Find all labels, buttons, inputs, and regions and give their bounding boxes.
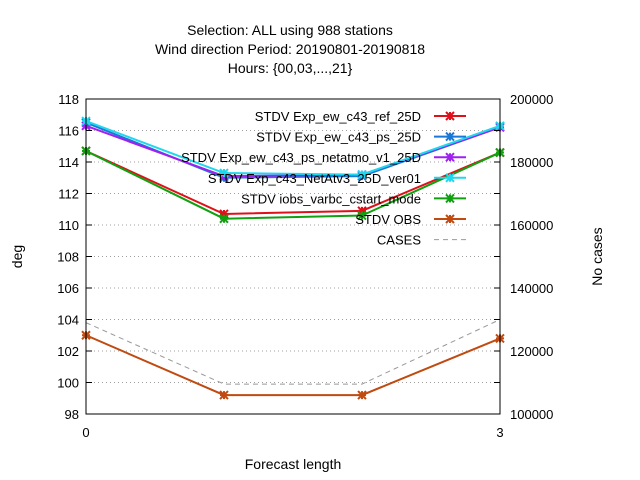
legend-item: STDV OBS [355, 212, 466, 227]
legend-marker [445, 173, 455, 183]
y2-axis-label: No cases [589, 227, 605, 285]
legend-label: STDV OBS [355, 212, 421, 227]
legend-label: STDV Exp_c43_NetAtv3_25D_ver01 [208, 171, 421, 186]
data-point [219, 209, 229, 219]
title-line-3: Hours: {00,03,...,21} [228, 60, 353, 76]
data-point [357, 210, 367, 221]
y-tick-label: 100 [57, 376, 79, 391]
legend-item: CASES [377, 233, 466, 248]
y-tick-label: 116 [58, 124, 79, 139]
y-tick-label: 102 [57, 344, 79, 359]
data-point [357, 206, 367, 216]
legend-label: STDV iobs_varbc_cstart_mode [241, 191, 421, 206]
y2-tick-label: 140000 [510, 281, 553, 296]
data-point [357, 169, 367, 180]
legend-label: STDV Exp_ew_c43_ps_25D [256, 130, 421, 145]
series-6 [81, 330, 505, 400]
series-line [85, 120, 501, 176]
y-axis-ticks: 98 100 102 104 106 108 110 112 114 116 118 [57, 92, 500, 422]
y-tick-label: 118 [58, 92, 79, 107]
y2-tick-label: 100000 [510, 407, 553, 422]
y2-axis-ticks: 100000 120000 140000 160000 180000 200000 [494, 92, 553, 422]
data-point [219, 390, 229, 400]
y-tick-label: 110 [58, 218, 79, 233]
legend-item: STDV Exp_ew_c43_ps_25D [256, 130, 466, 145]
legend-item: STDV Exp_ew_c43_ref_25D [255, 109, 466, 124]
legend-item: STDV Exp_c43_NetAtv3_25D_ver01 [208, 171, 466, 186]
data-point [219, 168, 229, 178]
series-line [85, 319, 501, 385]
data-point [219, 213, 229, 224]
legend: STDV Exp_ew_c43_ref_25D STDV Exp_ew_c43_p… [181, 109, 466, 248]
legend-marker [445, 152, 455, 162]
y2-tick-label: 160000 [510, 218, 553, 233]
y-axis-label: deg [9, 245, 25, 268]
legend-marker [445, 111, 455, 121]
y-tick-label: 106 [57, 281, 79, 296]
legend-marker [445, 214, 455, 224]
series-line [85, 150, 501, 215]
title-line-2: Wind direction Period: 20190801-20190818 [155, 41, 425, 57]
y2-tick-label: 120000 [510, 344, 553, 359]
chart-title: Selection: ALL using 988 stations Wind di… [155, 22, 425, 76]
legend-item: STDV iobs_varbc_cstart_mode [241, 191, 466, 206]
series-line [85, 334, 501, 397]
series-line [85, 150, 501, 220]
y2-tick-label: 200000 [510, 92, 553, 107]
x-axis-label: Forecast length [245, 456, 342, 472]
y2-tick-label: 180000 [510, 155, 553, 170]
x-tick-label: 0 [82, 425, 89, 440]
title-line-1: Selection: ALL using 988 stations [187, 22, 393, 38]
legend-label: STDV Exp_ew_c43_ref_25D [255, 109, 421, 124]
y-tick-label: 98 [65, 407, 79, 422]
legend-item: STDV Exp_ew_c43_ps_netatmo_v1_25D [181, 150, 466, 165]
legend-label: CASES [377, 233, 421, 248]
y-tick-label: 108 [57, 250, 79, 265]
legend-label: STDV Exp_ew_c43_ps_netatmo_v1_25D [181, 150, 421, 165]
legend-marker [445, 193, 455, 204]
legend-marker [445, 131, 455, 142]
y-tick-label: 114 [58, 155, 79, 170]
x-tick-label: 3 [496, 425, 503, 440]
data-point [357, 390, 367, 400]
y-tick-label: 112 [58, 187, 79, 202]
y-tick-label: 104 [57, 313, 79, 328]
plot-frame [85, 98, 501, 415]
grid-lines [86, 130, 500, 383]
series-7 [85, 319, 501, 385]
